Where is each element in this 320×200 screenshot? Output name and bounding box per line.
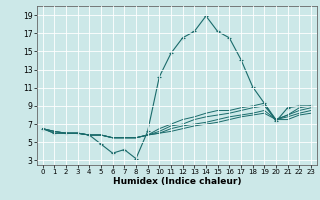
X-axis label: Humidex (Indice chaleur): Humidex (Indice chaleur)	[113, 177, 241, 186]
